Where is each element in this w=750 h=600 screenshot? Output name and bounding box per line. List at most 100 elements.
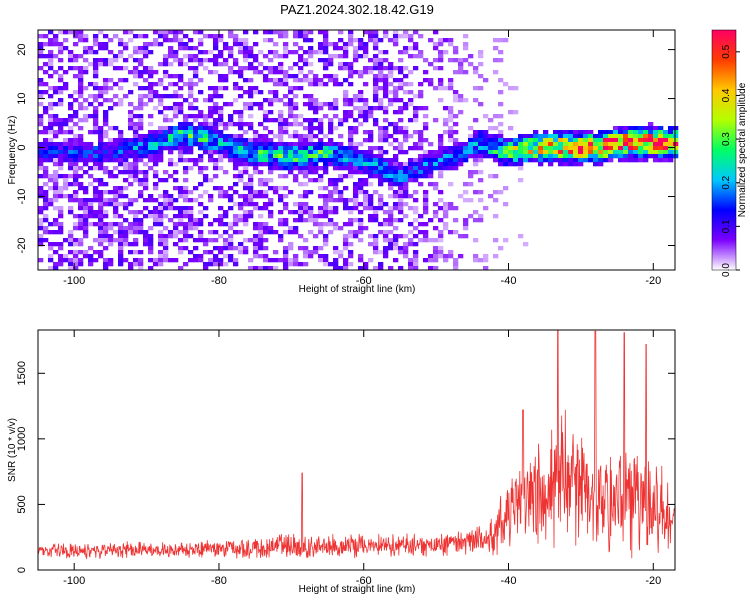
heatmap-cell — [573, 142, 579, 147]
heatmap-cell — [453, 262, 459, 267]
heatmap-cell — [83, 66, 89, 71]
heatmap-cell — [443, 130, 449, 135]
heatmap-cell — [373, 94, 379, 99]
heatmap-cell — [223, 210, 229, 215]
heatmap-cell — [203, 114, 209, 119]
heatmap-cell — [443, 210, 449, 215]
heatmap-cell — [363, 178, 369, 183]
heatmap-cell — [118, 170, 124, 175]
heatmap-cell — [133, 226, 139, 231]
heatmap-cell — [98, 86, 104, 91]
heatmap-cell — [353, 54, 359, 59]
heatmap-cell — [278, 198, 284, 203]
heatmap-cell — [568, 134, 574, 139]
heatmap-cell — [238, 170, 244, 175]
heatmap-cell — [143, 242, 149, 247]
heatmap-cell — [428, 162, 434, 167]
heatmap-cell — [353, 50, 359, 55]
heatmap-cell — [78, 70, 84, 75]
heatmap-cell — [408, 46, 414, 51]
heatmap-cell — [223, 46, 229, 51]
heatmap-cell — [603, 142, 609, 147]
heatmap-cell — [483, 206, 489, 211]
heatmap-cell — [113, 158, 119, 163]
heatmap-cell — [548, 154, 554, 159]
heatmap-cell — [403, 126, 409, 131]
heatmap-cell — [193, 246, 199, 251]
heatmap-cell — [278, 78, 284, 83]
heatmap-cell — [213, 134, 219, 139]
heatmap-cell — [443, 202, 449, 207]
heatmap-cell — [248, 194, 254, 199]
heatmap-cell — [213, 146, 219, 151]
heatmap-cell — [588, 134, 594, 139]
heatmap-cell — [103, 170, 109, 175]
heatmap-cell — [608, 154, 614, 159]
heatmap-cell — [238, 206, 244, 211]
heatmap-cell — [73, 30, 79, 35]
snr-frame — [37, 329, 676, 571]
heatmap-cell — [63, 38, 69, 43]
heatmap-cell — [548, 158, 554, 163]
heatmap-cell — [348, 30, 354, 35]
heatmap-cell — [148, 234, 154, 239]
heatmap-cell — [433, 58, 439, 63]
heatmap-cell — [463, 146, 469, 151]
heatmap-cell — [458, 146, 464, 151]
heatmap-cell — [638, 146, 644, 151]
heatmap-cell — [78, 126, 84, 131]
heatmap-cell — [398, 246, 404, 251]
heatmap-cell — [113, 34, 119, 39]
heatmap-cell — [153, 142, 159, 147]
heatmap-cell — [253, 206, 259, 211]
heatmap-cell — [473, 134, 479, 139]
heatmap-cell — [423, 234, 429, 239]
heatmap-cell — [348, 74, 354, 79]
heatmap-cell — [243, 186, 249, 191]
heatmap-cell — [493, 190, 499, 195]
heatmap-cell — [303, 134, 309, 139]
heatmap-cell — [233, 98, 239, 103]
heatmap-cell — [663, 130, 669, 135]
heatmap-cell — [148, 258, 154, 263]
heatmap-cell — [613, 154, 619, 159]
heatmap-cell — [223, 42, 229, 47]
heatmap-cell — [288, 170, 294, 175]
heatmap-cell — [488, 138, 494, 143]
heatmap-cell — [123, 234, 129, 239]
heatmap-cell — [293, 118, 299, 123]
heatmap-cell — [133, 114, 139, 119]
heatmap-cell — [38, 162, 44, 167]
heatmap-cell — [323, 258, 329, 263]
heatmap-cell — [153, 198, 159, 203]
heatmap-cell — [203, 126, 209, 131]
heatmap-cell — [268, 166, 274, 171]
heatmap-cell — [423, 158, 429, 163]
heatmap-cell — [148, 194, 154, 199]
heatmap-cell — [343, 50, 349, 55]
heatmap-cell — [248, 78, 254, 83]
heatmap-cell — [103, 62, 109, 67]
heatmap-cell — [268, 170, 274, 175]
heatmap-cell — [388, 230, 394, 235]
heatmap-cell — [393, 178, 399, 183]
heatmap-cell — [213, 122, 219, 127]
heatmap-cell — [233, 246, 239, 251]
heatmap-cell — [423, 222, 429, 227]
heatmap-cell — [303, 102, 309, 107]
heatmap-cell — [128, 226, 134, 231]
heatmap-cell — [323, 166, 329, 171]
heatmap-cell — [238, 246, 244, 251]
heatmap-cell — [263, 38, 269, 43]
heatmap-cell — [413, 254, 419, 259]
heatmap-cell — [423, 122, 429, 127]
heatmap-cell — [218, 34, 224, 39]
heatmap-cell — [248, 258, 254, 263]
heatmap-cell — [108, 202, 114, 207]
heatmap-cell — [178, 238, 184, 243]
heatmap-cell — [163, 62, 169, 67]
heatmap-cell — [183, 190, 189, 195]
heatmap-cell — [103, 230, 109, 235]
heatmap-cell — [213, 118, 219, 123]
heatmap-cell — [293, 74, 299, 79]
